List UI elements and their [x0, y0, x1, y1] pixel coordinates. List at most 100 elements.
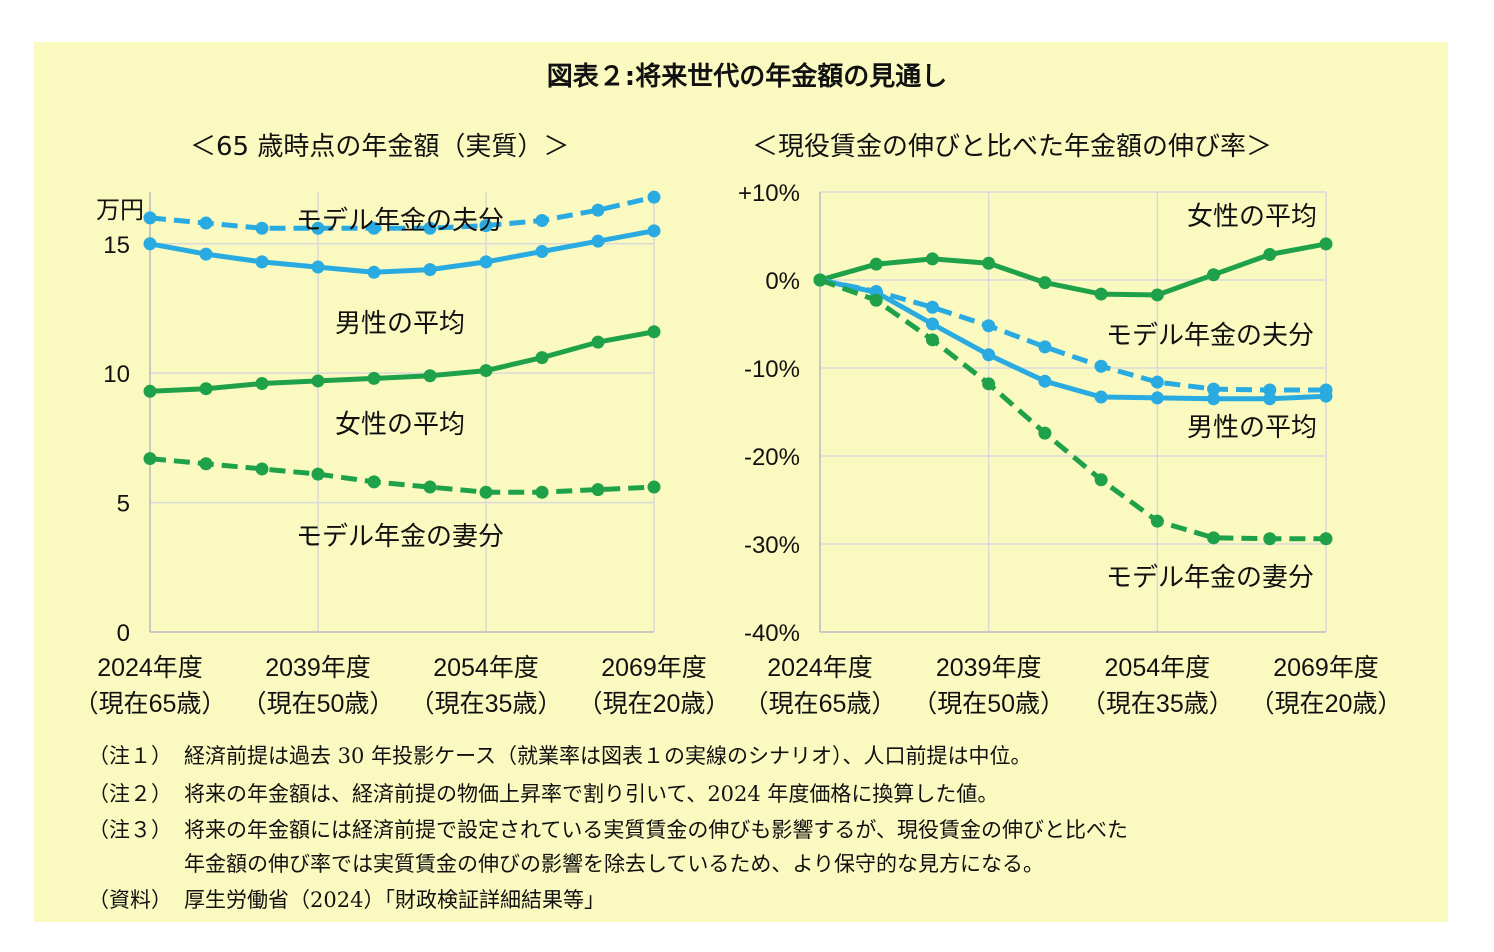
chart1-series-annotation: モデル年金の妻分 [296, 521, 504, 551]
source-label: （資料） [88, 888, 172, 912]
chart1-series-1-point [591, 203, 605, 217]
chart1-x-tick-sublabel: （現在65歳） [74, 690, 227, 718]
chart1-x-tick-sublabel: （現在50歳） [242, 690, 395, 718]
chart1-series-line-3 [149, 329, 655, 394]
chart2-series-2-point [1094, 359, 1108, 373]
chart1-series-3-point [199, 382, 213, 396]
chart2-series-3-point [1319, 389, 1333, 403]
chart1-series-2-point [143, 237, 157, 251]
chart2-x-tick-sublabel: （現在65歳） [744, 690, 897, 718]
chart2-x-tick-label: 2039年度 [936, 654, 1042, 682]
chart1-y-tick-label: 10 [103, 361, 130, 388]
chart1-series-2-point [423, 263, 437, 277]
chart1-series-2-point [591, 234, 605, 248]
chart2-series-annotation: 女性の平均 [1187, 201, 1317, 231]
note-1-label: （注１） [88, 744, 172, 768]
chart2-series-4-point [925, 333, 939, 347]
chart2-series-4-point [1150, 514, 1164, 528]
chart1-series-2-point [535, 245, 549, 259]
chart1-series-3-point [479, 364, 493, 378]
chart2-y-tick-label: 0% [765, 268, 800, 295]
chart1-series-3-point [311, 374, 325, 388]
chart2-series-3-point [1263, 392, 1277, 406]
chart1-series-3-point [143, 384, 157, 398]
chart1-x-tick-sublabel: （現在35歳） [410, 690, 563, 718]
note-2-text: 将来の年金額は、経済前提の物価上昇率で割り引いて、2024 年度価格に換算した値… [184, 782, 999, 806]
chart1-series-4-point [311, 467, 325, 481]
chart2-series-1-point [1263, 247, 1277, 261]
chart2-series-3-point [1094, 390, 1108, 404]
chart2-series-3-point [925, 317, 939, 331]
chart1-series-3-point [367, 371, 381, 385]
left-chart-title: ＜65 歳時点の年金額（実質）＞ [190, 132, 570, 162]
chart2-x-tick-label: 2054年度 [1105, 654, 1211, 682]
chart2-x-tick-label: 2069年度 [1273, 654, 1379, 682]
chart2-series-3-point [982, 348, 996, 362]
chart2-x-tick-sublabel: （現在20歳） [1250, 690, 1403, 718]
chart2-series-2-point [925, 300, 939, 314]
chart1-series-line-2 [149, 228, 655, 275]
chart2-series-2-point [1150, 375, 1164, 389]
chart1-series-4-point [255, 462, 269, 476]
chart1-series-1-point [367, 221, 381, 235]
chart1-series-1-point [143, 211, 157, 225]
chart2-series-annotation: モデル年金の妻分 [1106, 562, 1314, 592]
chart-panel [34, 42, 1448, 922]
chart1-series-annotation: 男性の平均 [335, 308, 465, 338]
chart2-x-tick-label: 2024年度 [767, 654, 873, 682]
chart1-series-1-point [647, 190, 661, 204]
chart2-series-3-point [1038, 374, 1052, 388]
chart1-x-tick-label: 2069年度 [601, 654, 707, 682]
source-text: 厚生労働省（2024）「財政検証詳細結果等」 [184, 888, 605, 912]
chart1-series-2-point [367, 265, 381, 279]
note-3-label: （注３） [88, 818, 172, 842]
chart1-series-3-point [591, 335, 605, 349]
chart2-series-4-point [1263, 532, 1277, 546]
chart2-series-4-point [1038, 426, 1052, 440]
chart1-series-4-point [647, 480, 661, 494]
chart2-series-2-point [1207, 382, 1221, 396]
note-3-text-line1: 将来の年金額には経済前提で設定されている実質賃金の伸びも影響するが、現役賃金の伸… [184, 818, 1128, 842]
chart2-series-2-point [1038, 340, 1052, 354]
chart1-series-3-point [647, 325, 661, 339]
chart2-series-4-point [982, 377, 996, 391]
chart2-y-tick-label: -10% [744, 356, 800, 383]
chart2-y-tick-label: -40% [744, 620, 800, 647]
chart2-series-line-4 [819, 277, 1326, 542]
chart2-series-line-1 [819, 241, 1327, 298]
chart1-series-2-point [199, 247, 213, 261]
chart1-x-tick-label: 2054年度 [433, 654, 539, 682]
chart1-series-4-point [479, 485, 493, 499]
chart1-unit-label: 万円 [96, 197, 144, 224]
chart2-series-4-point [1094, 473, 1108, 487]
chart2-series-annotation: モデル年金の夫分 [1106, 320, 1314, 350]
chart2-series-3-point [1150, 391, 1164, 405]
chart2-series-1-point [1207, 268, 1221, 282]
chart2-series-1-point [1319, 237, 1333, 251]
chart1-series-1-point [479, 219, 493, 233]
chart1-series-4-point [199, 457, 213, 471]
chart1-series-4-point [143, 452, 157, 466]
note-3-text-line2: 年金額の伸び率では実質賃金の伸びの影響を除去しているため、より保守的な見方になる… [184, 852, 1044, 876]
chart1-series-line-4 [149, 456, 655, 495]
chart1-series-1-point [535, 213, 549, 227]
chart1-x-tick-sublabel: （現在20歳） [578, 690, 731, 718]
chart1-x-tick-label: 2039年度 [265, 654, 371, 682]
chart2-series-4-point [1207, 531, 1221, 545]
note-2-label: （注２） [88, 782, 172, 806]
chart2-series-1-point [1094, 287, 1108, 301]
chart2-series-line-3 [819, 277, 1327, 402]
chart2-series-line-2 [819, 277, 1326, 393]
chart1-series-4-point [423, 480, 437, 494]
chart1-series-1-point [423, 221, 437, 235]
chart2-y-tick-label: +10% [738, 180, 800, 207]
chart2-series-1-point [1038, 276, 1052, 290]
chart1-series-3-point [423, 369, 437, 383]
figure-title: 図表２:将来世代の年金額の見通し [546, 62, 948, 92]
chart1-series-4-point [535, 485, 549, 499]
chart2-series-1-point [869, 257, 883, 271]
chart2-series-2-point [982, 319, 996, 333]
chart2-series-3-point [1207, 392, 1221, 406]
chart1-y-tick-label: 15 [103, 232, 130, 259]
